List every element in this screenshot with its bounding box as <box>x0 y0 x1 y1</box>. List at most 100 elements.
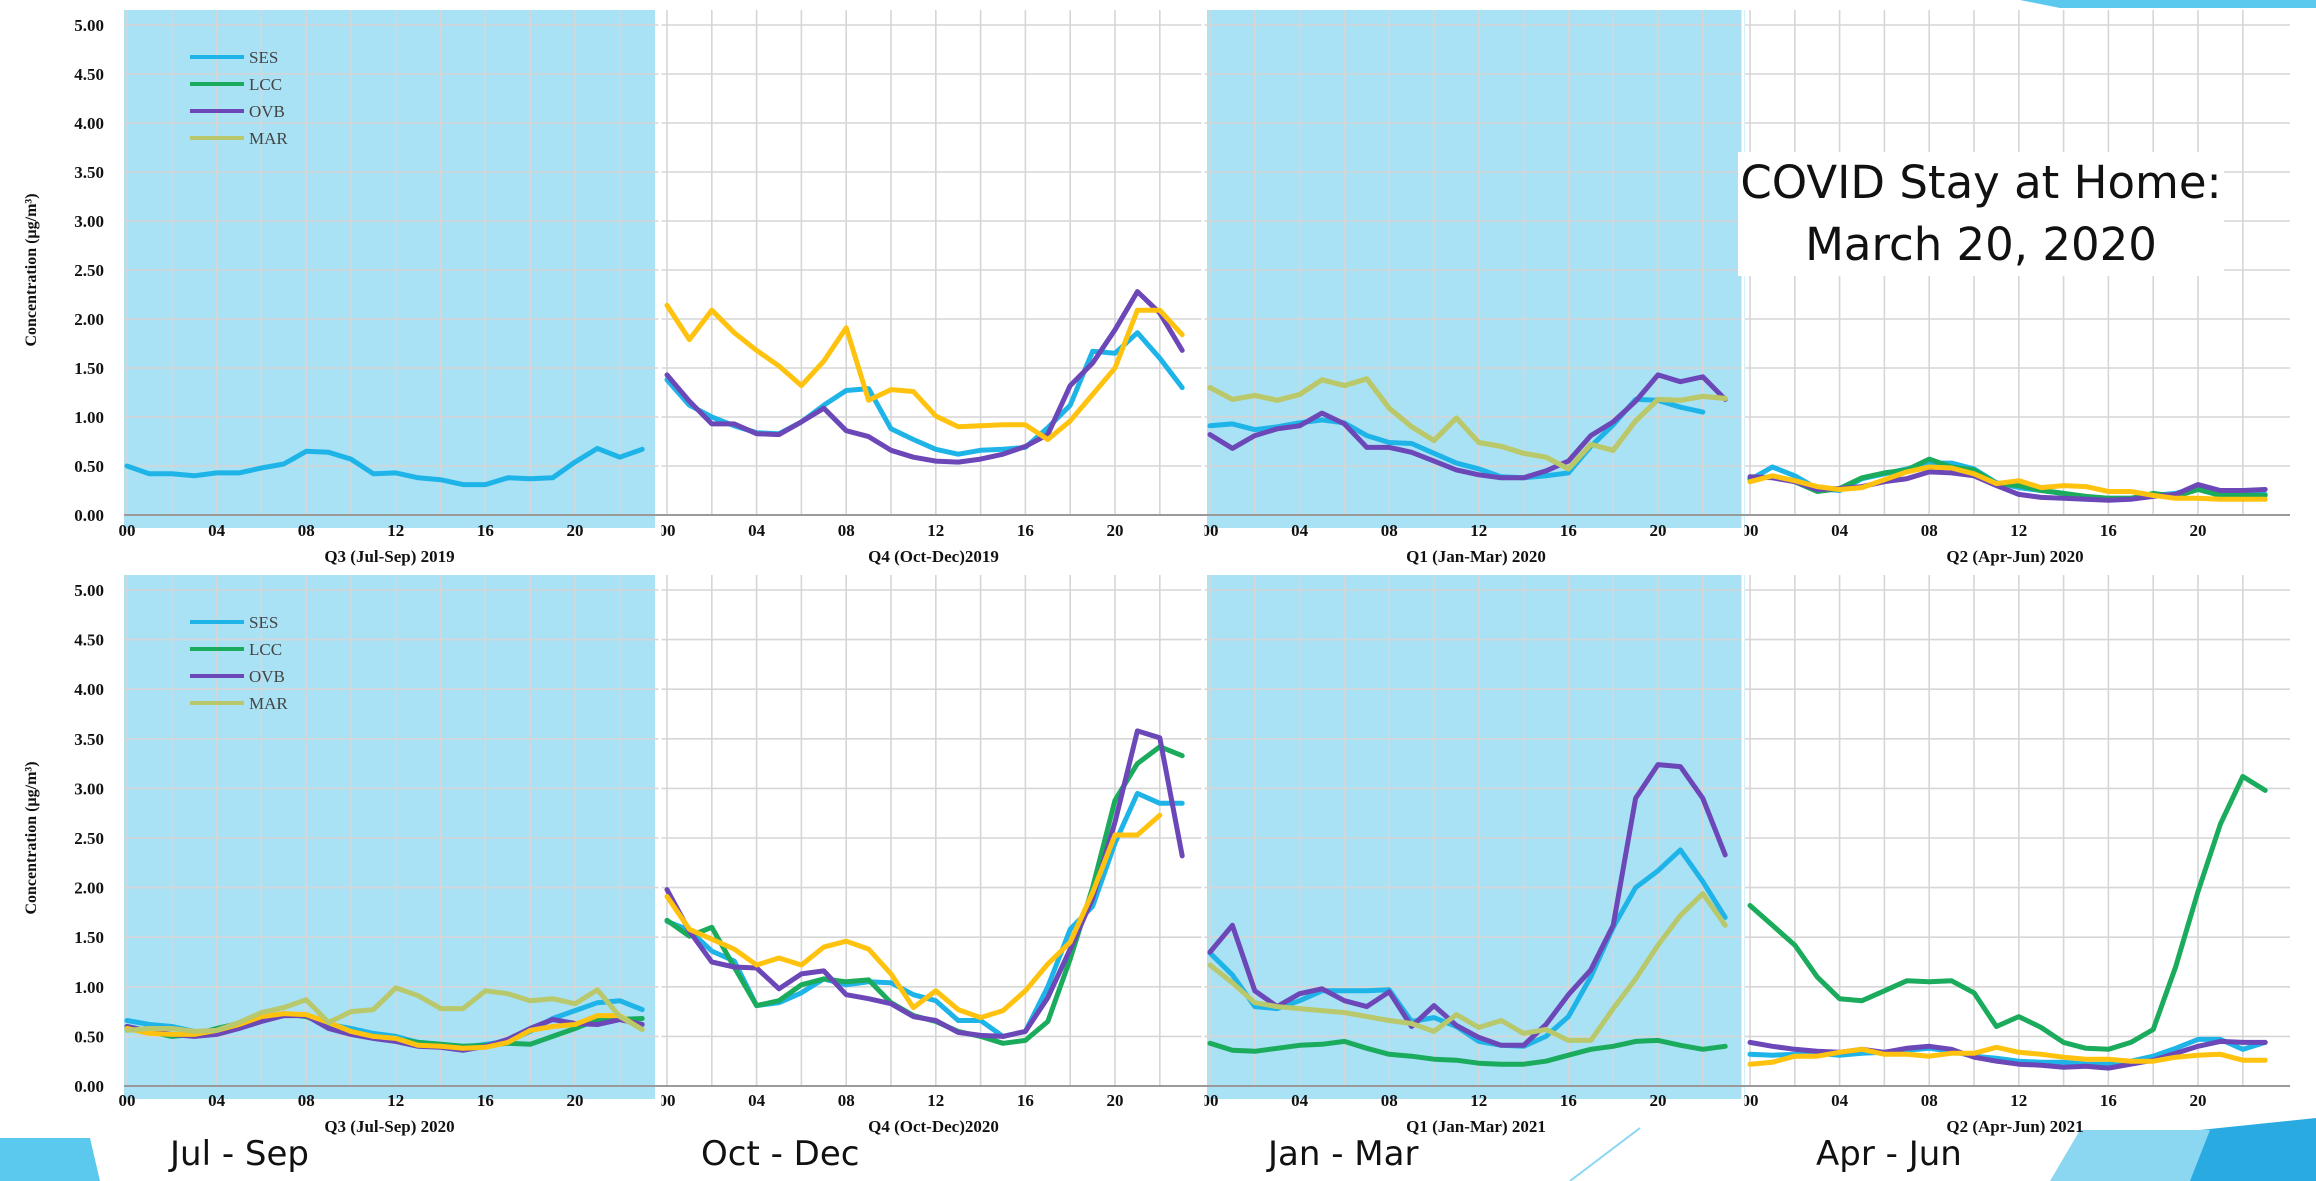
x-tick-label: 08 <box>1921 521 1938 540</box>
series-line <box>664 728 1185 1039</box>
series-line <box>664 302 1185 442</box>
x-tick-label: 08 <box>1381 1091 1398 1110</box>
x-tick-label: 08 <box>1381 521 1398 540</box>
shaded-quarter <box>1207 575 1745 1099</box>
shaded-quarter <box>1207 10 1745 528</box>
legend-label: SES <box>249 613 278 632</box>
y-tick-label: 5.00 <box>74 581 104 600</box>
y-axis-label: Concentration (µg/m³) <box>23 761 40 914</box>
corner-decoration-bottom-right-light <box>2050 1130 2210 1181</box>
series-line <box>664 330 1185 457</box>
x-tick-label: 20 <box>1107 1091 1124 1110</box>
x-tick-label: 16 <box>2100 1091 2117 1110</box>
legend-label: SES <box>249 48 278 67</box>
x-tick-label: 04 <box>208 521 226 540</box>
x-tick-label: 00 <box>119 1091 136 1110</box>
x-tick-label: 12 <box>2010 521 2027 540</box>
legend-label: MAR <box>249 129 288 148</box>
quarter-label: Q3 (Jul-Sep) 2019 <box>324 547 454 566</box>
legend-label: OVB <box>249 667 285 686</box>
series-line <box>1747 1044 2268 1067</box>
quarter-label: Q1 (Jan-Mar) 2020 <box>1406 547 1546 566</box>
y-tick-label: 4.00 <box>74 680 104 699</box>
legend-label: OVB <box>249 102 285 121</box>
y-tick-label: 4.50 <box>74 631 104 650</box>
x-tick-label: 12 <box>927 521 944 540</box>
y-tick-label: 2.00 <box>74 310 104 329</box>
x-tick-label: 08 <box>838 521 855 540</box>
y-tick-label: 3.50 <box>74 163 104 182</box>
x-tick-label: 16 <box>477 521 494 540</box>
season-label-jan-mar: Jan - Mar <box>1268 1134 1419 1174</box>
corner-decoration-top-right <box>2020 0 2316 8</box>
x-tick-label: 20 <box>2190 1091 2207 1110</box>
series-line <box>124 985 645 1034</box>
x-tick-label: 12 <box>2010 1091 2027 1110</box>
x-tick-label: 16 <box>2100 521 2117 540</box>
y-tick-label: 4.50 <box>74 65 104 84</box>
quarter-label: Q4 (Oct-Dec)2019 <box>868 547 999 566</box>
y-tick-label: 4.00 <box>74 114 104 133</box>
x-tick-label: 16 <box>1560 1091 1577 1110</box>
x-tick-label: 12 <box>387 1091 404 1110</box>
x-tick-label: 20 <box>1650 521 1667 540</box>
x-tick-label: 08 <box>298 1091 315 1110</box>
x-tick-label: 16 <box>1017 521 1034 540</box>
x-tick-label: 00 <box>1742 521 1759 540</box>
series-line <box>1207 376 1728 472</box>
x-tick-label: 16 <box>1560 521 1577 540</box>
x-tick-label: 16 <box>477 1091 494 1110</box>
x-tick-label: 20 <box>1107 521 1124 540</box>
series-line <box>664 812 1163 1021</box>
y-tick-label: 1.50 <box>74 359 104 378</box>
y-tick-label: 1.00 <box>74 978 104 997</box>
y-tick-label: 3.50 <box>74 730 104 749</box>
x-tick-label: 20 <box>567 521 584 540</box>
shaded-quarter <box>124 10 655 528</box>
y-tick-label: 1.50 <box>74 928 104 947</box>
y-tick-label: 1.00 <box>74 408 104 427</box>
quarter-label: Q3 (Jul-Sep) 2020 <box>324 1117 454 1136</box>
quarter-label: Q1 (Jan-Mar) 2021 <box>1406 1117 1546 1136</box>
x-tick-label: 04 <box>1291 1091 1309 1110</box>
x-tick-label: 08 <box>838 1091 855 1110</box>
legend-label: MAR <box>249 694 288 713</box>
legend-label: LCC <box>249 640 282 659</box>
x-tick-label: 00 <box>1202 521 1219 540</box>
corner-decoration-bottom-right <box>2180 1118 2316 1181</box>
decorative-line <box>1569 1127 1641 1181</box>
x-tick-label: 04 <box>1831 1091 1849 1110</box>
x-tick-label: 20 <box>1650 1091 1667 1110</box>
x-tick-label: 12 <box>1470 1091 1487 1110</box>
y-tick-label: 0.50 <box>74 457 104 476</box>
x-tick-label: 16 <box>1017 1091 1034 1110</box>
x-tick-label: 00 <box>659 1091 676 1110</box>
x-tick-label: 12 <box>1470 521 1487 540</box>
corner-decoration-bottom-left <box>0 1138 100 1181</box>
x-tick-label: 20 <box>567 1091 584 1110</box>
x-tick-label: 12 <box>927 1091 944 1110</box>
series-line <box>124 445 645 488</box>
x-tick-label: 04 <box>748 521 766 540</box>
y-tick-label: 5.00 <box>74 16 104 35</box>
quarter-label: Q2 (Apr-Jun) 2020 <box>1946 547 2083 566</box>
season-label-apr-jun: Apr - Jun <box>1816 1134 1962 1174</box>
series-line <box>664 289 1185 465</box>
x-tick-label: 00 <box>119 521 136 540</box>
y-axis-label: Concentration (µg/m³) <box>23 193 40 346</box>
quarter-label: Q4 (Oct-Dec)2020 <box>868 1117 999 1136</box>
x-tick-label: 00 <box>1202 1091 1219 1110</box>
x-tick-label: 08 <box>298 521 315 540</box>
x-tick-label: 04 <box>748 1091 766 1110</box>
x-tick-label: 20 <box>2190 521 2207 540</box>
series-line <box>1207 1037 1728 1067</box>
x-tick-label: 00 <box>659 521 676 540</box>
x-tick-label: 04 <box>1291 521 1309 540</box>
y-tick-label: 2.50 <box>74 829 104 848</box>
chart-bottom: 0.00 0.50 1.00 1.50 2.00 2.50 3.00 3.50 4.00 4.50… <box>23 575 2290 1138</box>
covid-annotation-line1: COVID Stay at Home: <box>1740 156 2222 209</box>
legend-label: LCC <box>249 75 282 94</box>
y-tick-label: 0.50 <box>74 1027 104 1046</box>
